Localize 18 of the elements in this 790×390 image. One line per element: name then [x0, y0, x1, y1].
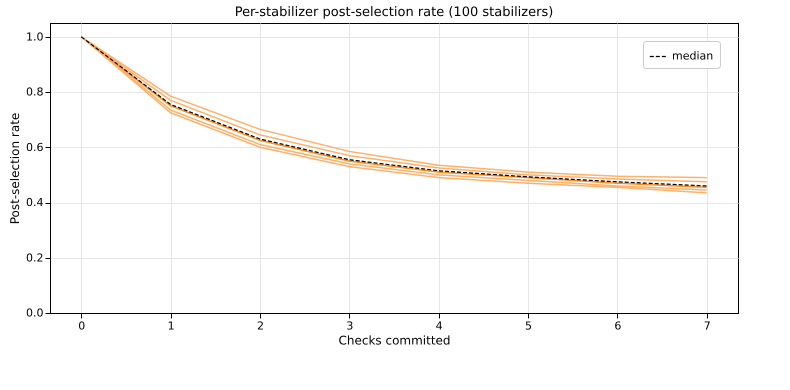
x-axis-title: Checks committed	[338, 334, 451, 348]
legend-label: median	[672, 50, 714, 62]
y-tick-label: 0.8	[26, 86, 44, 99]
x-tick-label: 5	[525, 320, 532, 332]
x-tick-label: 0	[78, 320, 86, 332]
y-tick-label: 1.0	[26, 30, 44, 44]
x-tick-label: 1	[168, 320, 175, 332]
y-tick-label: 0.2	[26, 251, 44, 264]
y-tick-label: 0.4	[26, 196, 44, 210]
y-tick-label: 0.0	[26, 306, 44, 320]
x-tick-label: 4	[436, 320, 443, 332]
chart-title: Per-stabilizer post-selection rate (100 stabilizers)	[234, 5, 554, 20]
x-tick-label: 7	[704, 320, 711, 332]
y-tick-label: 0.6	[26, 140, 44, 154]
y-axis-title: Post-selection rate	[8, 112, 22, 224]
x-tick-label: 6	[614, 320, 622, 332]
x-tick-label: 2	[256, 320, 264, 332]
x-tick-label: 3	[346, 320, 354, 332]
